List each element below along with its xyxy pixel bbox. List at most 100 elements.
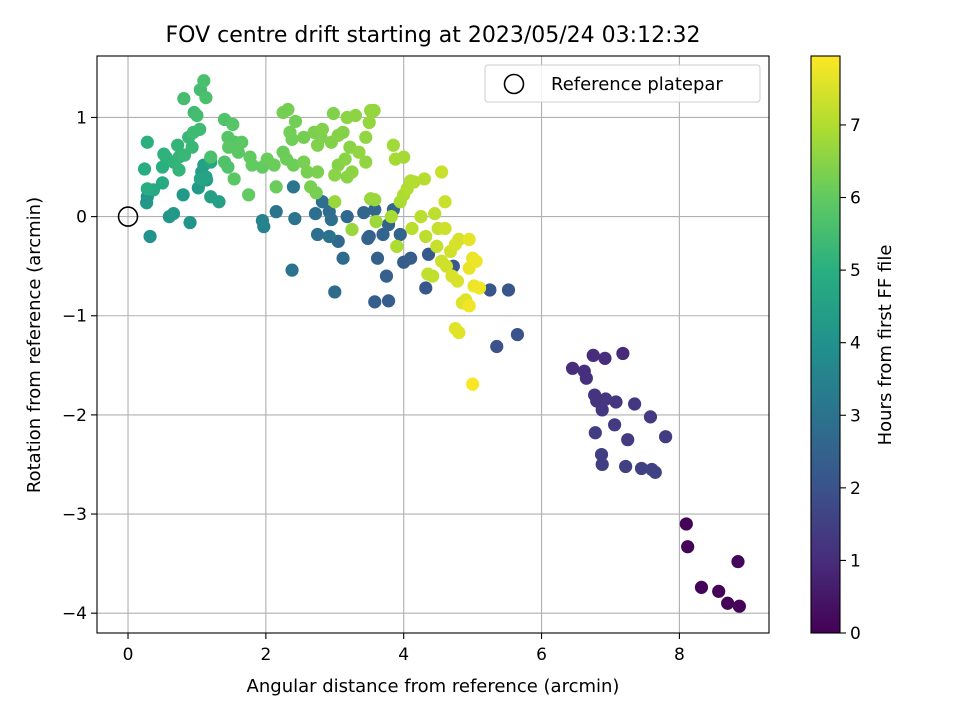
y-axis-label: Rotation from reference (arcmin) xyxy=(24,197,45,493)
data-point xyxy=(324,212,338,227)
data-point xyxy=(361,231,375,246)
data-point xyxy=(140,196,154,210)
data-point xyxy=(588,426,602,440)
data-point xyxy=(439,259,454,273)
data-point xyxy=(616,346,630,361)
data-point xyxy=(379,269,394,283)
data-point xyxy=(369,214,383,229)
data-point xyxy=(405,221,419,236)
data-point xyxy=(381,294,396,308)
data-point xyxy=(140,182,154,196)
y-tick-label: −3 xyxy=(62,505,87,525)
x-axis-ticks: 0 2 4 6 8 xyxy=(123,633,685,665)
colorbar xyxy=(811,56,840,633)
data-point xyxy=(348,108,363,123)
data-point xyxy=(345,165,359,179)
data-point xyxy=(659,430,673,444)
colorbar-tick-label: 3 xyxy=(850,406,861,426)
y-tick-label: −1 xyxy=(62,307,87,327)
data-point xyxy=(310,138,325,152)
data-point xyxy=(281,102,295,117)
data-point xyxy=(155,160,170,174)
data-point xyxy=(310,165,325,179)
data-point xyxy=(336,125,350,139)
data-point xyxy=(143,229,157,244)
data-point xyxy=(166,207,181,221)
data-point xyxy=(609,395,623,409)
grid-lines xyxy=(97,56,769,633)
legend-marker xyxy=(503,73,525,95)
data-point xyxy=(414,210,428,224)
colorbar-tick-label: 7 xyxy=(850,116,861,136)
data-point xyxy=(452,326,466,340)
data-point xyxy=(595,457,609,472)
x-tick-label: 0 xyxy=(123,645,134,665)
data-point xyxy=(257,219,271,234)
colorbar-frame xyxy=(810,55,841,634)
data-point xyxy=(157,147,171,161)
data-point xyxy=(288,114,303,129)
data-point xyxy=(322,229,336,244)
data-point xyxy=(466,377,480,391)
x-axis-label: Angular distance from reference (arcmin) xyxy=(247,676,620,697)
data-point xyxy=(428,207,442,221)
chart-title: FOV centre drift starting at 2023/05/24 … xyxy=(166,23,701,48)
x-tick-label: 6 xyxy=(536,645,547,665)
data-point xyxy=(595,403,609,417)
data-point xyxy=(648,465,662,479)
data-point xyxy=(245,158,259,172)
data-point xyxy=(419,281,433,295)
data-points xyxy=(137,74,746,613)
y-tick-label: −2 xyxy=(62,406,87,426)
data-point xyxy=(490,339,504,354)
data-point xyxy=(193,172,207,186)
data-point xyxy=(212,195,226,209)
reference-marker xyxy=(117,206,139,227)
colorbar-ticks: 0 1 2 3 4 5 6 7 xyxy=(840,116,861,644)
data-point xyxy=(326,106,341,121)
data-point xyxy=(594,447,609,462)
data-point xyxy=(185,140,199,154)
legend: Reference platepar xyxy=(484,64,761,103)
data-point xyxy=(176,188,190,202)
data-point xyxy=(340,210,354,224)
data-point xyxy=(435,165,449,179)
data-point xyxy=(338,152,352,166)
data-point xyxy=(679,517,693,531)
data-point xyxy=(384,210,398,224)
colorbar-tick-label: 6 xyxy=(850,189,861,209)
data-point xyxy=(421,247,436,261)
colorbar-tick-label: 5 xyxy=(850,261,861,281)
data-point xyxy=(357,206,371,220)
colorbar-tick-label: 4 xyxy=(850,334,861,354)
data-point xyxy=(462,232,476,247)
data-point xyxy=(608,418,622,432)
data-point xyxy=(694,580,709,594)
y-tick-label: −4 xyxy=(62,604,87,624)
data-point xyxy=(462,299,476,313)
x-tick-label: 4 xyxy=(398,645,409,665)
data-point xyxy=(137,162,152,176)
data-point xyxy=(285,263,299,277)
data-point xyxy=(269,205,283,219)
data-point xyxy=(315,122,329,136)
colorbar-tick-label: 1 xyxy=(850,551,861,571)
data-point xyxy=(352,145,366,159)
x-tick-label: 2 xyxy=(260,645,271,665)
data-point xyxy=(565,361,580,375)
data-point xyxy=(579,371,593,385)
data-point xyxy=(586,348,600,363)
y-tick-label: 1 xyxy=(76,108,87,128)
data-point xyxy=(452,232,466,247)
data-point xyxy=(286,158,301,172)
data-point xyxy=(140,135,154,149)
data-point xyxy=(197,74,211,88)
data-point xyxy=(483,283,497,297)
data-point xyxy=(417,172,431,186)
data-point xyxy=(368,295,382,309)
legend-label: Reference platepar xyxy=(551,74,723,95)
data-point xyxy=(397,150,411,164)
data-point xyxy=(621,433,635,447)
data-point xyxy=(171,138,185,152)
data-point xyxy=(376,227,390,242)
